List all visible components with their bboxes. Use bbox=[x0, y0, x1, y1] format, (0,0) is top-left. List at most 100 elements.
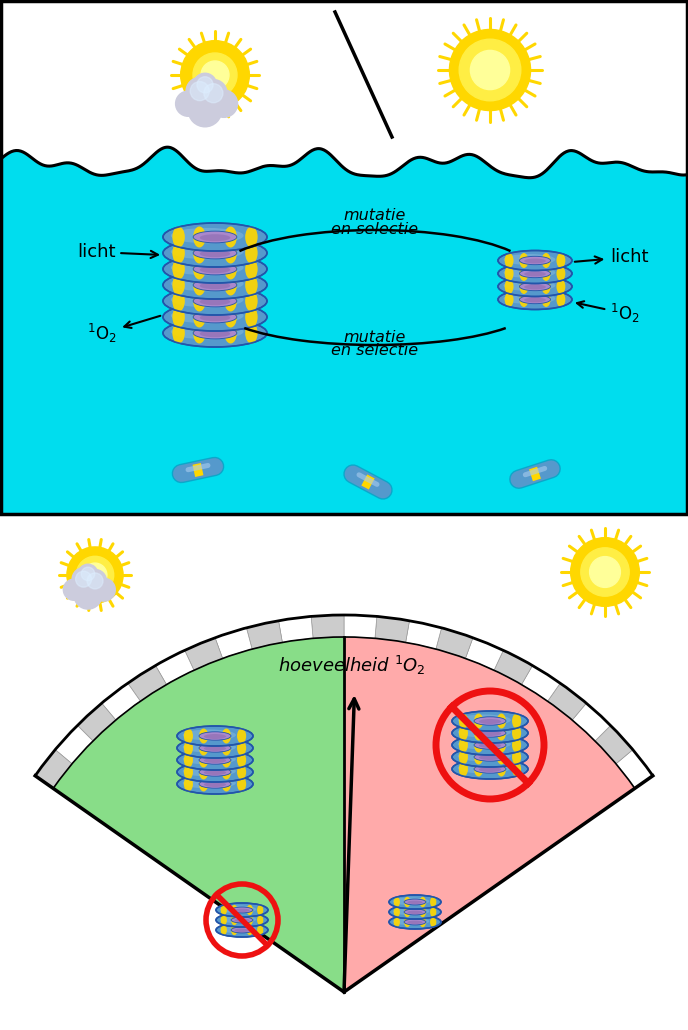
Ellipse shape bbox=[177, 739, 253, 758]
Ellipse shape bbox=[505, 266, 513, 281]
Text: mutatie: mutatie bbox=[344, 208, 406, 224]
Ellipse shape bbox=[497, 761, 506, 777]
Circle shape bbox=[186, 77, 213, 105]
Ellipse shape bbox=[479, 731, 501, 736]
Circle shape bbox=[471, 50, 510, 90]
Circle shape bbox=[449, 30, 530, 110]
Wedge shape bbox=[102, 683, 140, 720]
Ellipse shape bbox=[231, 907, 253, 913]
Ellipse shape bbox=[512, 725, 522, 741]
Circle shape bbox=[200, 79, 227, 107]
Wedge shape bbox=[279, 616, 313, 643]
Ellipse shape bbox=[247, 925, 253, 935]
Wedge shape bbox=[436, 628, 473, 658]
Ellipse shape bbox=[458, 751, 511, 761]
Wedge shape bbox=[55, 725, 93, 764]
Ellipse shape bbox=[404, 906, 410, 918]
Ellipse shape bbox=[479, 755, 501, 760]
Ellipse shape bbox=[407, 900, 422, 904]
Ellipse shape bbox=[220, 916, 257, 923]
Ellipse shape bbox=[394, 917, 400, 927]
Wedge shape bbox=[595, 725, 633, 764]
Ellipse shape bbox=[479, 767, 501, 772]
Ellipse shape bbox=[163, 255, 267, 283]
Ellipse shape bbox=[200, 250, 230, 258]
Ellipse shape bbox=[247, 915, 253, 925]
Ellipse shape bbox=[200, 314, 230, 321]
Circle shape bbox=[189, 93, 222, 127]
Ellipse shape bbox=[504, 280, 555, 291]
Circle shape bbox=[67, 547, 123, 604]
Wedge shape bbox=[548, 683, 586, 720]
Ellipse shape bbox=[497, 750, 506, 764]
Wedge shape bbox=[155, 650, 194, 685]
Circle shape bbox=[590, 556, 621, 587]
Wedge shape bbox=[184, 638, 223, 671]
Ellipse shape bbox=[474, 729, 506, 737]
Ellipse shape bbox=[200, 331, 230, 337]
Ellipse shape bbox=[171, 291, 244, 307]
Ellipse shape bbox=[184, 728, 193, 744]
Circle shape bbox=[181, 40, 249, 109]
Ellipse shape bbox=[199, 744, 231, 752]
Ellipse shape bbox=[452, 759, 528, 779]
Ellipse shape bbox=[557, 253, 566, 268]
Circle shape bbox=[83, 563, 107, 587]
Ellipse shape bbox=[247, 904, 253, 916]
Ellipse shape bbox=[420, 917, 426, 927]
Ellipse shape bbox=[193, 227, 206, 247]
Ellipse shape bbox=[541, 279, 550, 294]
Ellipse shape bbox=[393, 907, 429, 915]
Ellipse shape bbox=[257, 904, 264, 916]
Ellipse shape bbox=[237, 764, 246, 780]
Ellipse shape bbox=[389, 915, 441, 929]
Ellipse shape bbox=[257, 925, 264, 935]
Ellipse shape bbox=[173, 307, 185, 328]
Ellipse shape bbox=[221, 904, 227, 916]
Ellipse shape bbox=[557, 279, 566, 294]
Ellipse shape bbox=[231, 925, 237, 935]
Circle shape bbox=[72, 568, 95, 590]
Ellipse shape bbox=[183, 754, 236, 764]
Ellipse shape bbox=[163, 271, 267, 299]
Ellipse shape bbox=[177, 762, 253, 782]
Ellipse shape bbox=[200, 282, 230, 289]
Ellipse shape bbox=[235, 919, 250, 922]
Ellipse shape bbox=[404, 919, 426, 925]
Ellipse shape bbox=[245, 227, 257, 247]
Circle shape bbox=[197, 76, 213, 93]
Ellipse shape bbox=[237, 741, 246, 755]
Ellipse shape bbox=[231, 904, 237, 916]
Ellipse shape bbox=[519, 253, 528, 268]
Ellipse shape bbox=[204, 782, 226, 787]
Circle shape bbox=[76, 572, 92, 587]
Wedge shape bbox=[494, 650, 533, 685]
Ellipse shape bbox=[224, 242, 237, 264]
Ellipse shape bbox=[459, 725, 468, 741]
Bar bbox=[0, 0, 688, 165]
Ellipse shape bbox=[199, 764, 208, 780]
Ellipse shape bbox=[524, 298, 546, 303]
Wedge shape bbox=[572, 703, 610, 741]
Ellipse shape bbox=[204, 734, 226, 739]
Text: en selectie: en selectie bbox=[332, 222, 418, 237]
Ellipse shape bbox=[204, 758, 226, 763]
Ellipse shape bbox=[389, 905, 441, 919]
Ellipse shape bbox=[541, 266, 550, 281]
Ellipse shape bbox=[177, 726, 253, 746]
Circle shape bbox=[63, 579, 85, 600]
Ellipse shape bbox=[199, 753, 208, 767]
Ellipse shape bbox=[199, 728, 208, 744]
Circle shape bbox=[570, 538, 639, 607]
Ellipse shape bbox=[404, 917, 410, 927]
Ellipse shape bbox=[193, 322, 206, 343]
Ellipse shape bbox=[173, 259, 185, 279]
Ellipse shape bbox=[524, 272, 546, 276]
Ellipse shape bbox=[519, 282, 550, 290]
Ellipse shape bbox=[245, 307, 257, 328]
Ellipse shape bbox=[183, 778, 236, 789]
Wedge shape bbox=[406, 621, 442, 649]
Ellipse shape bbox=[204, 746, 226, 751]
Ellipse shape bbox=[199, 731, 231, 741]
Ellipse shape bbox=[430, 917, 436, 927]
